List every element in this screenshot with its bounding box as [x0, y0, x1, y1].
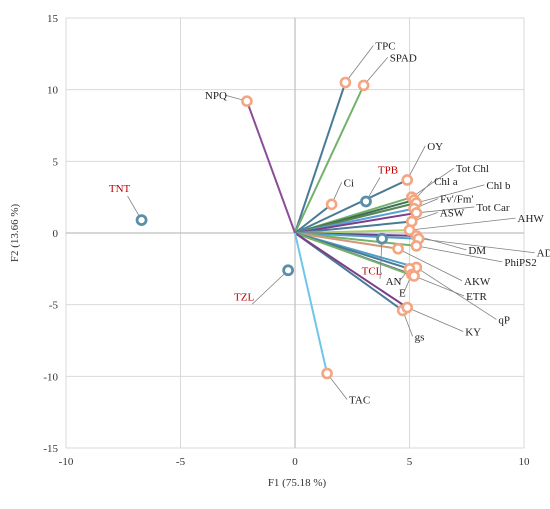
- loading-vector: [294, 84, 365, 234]
- variable-marker: [321, 367, 333, 380]
- variable-label: qP: [498, 314, 510, 326]
- observation-label: TZL: [234, 291, 254, 303]
- loading-vector: [294, 82, 347, 234]
- observation-marker: [360, 195, 372, 208]
- loading-vector: [294, 203, 333, 234]
- variable-marker: [241, 95, 253, 107]
- y-tick-labels: 15 10 5 0 -5 -10 -15: [43, 13, 58, 455]
- observation-marker: [282, 264, 295, 277]
- label-leader: [409, 217, 516, 231]
- label-leader: [379, 238, 383, 279]
- label-leader: [406, 145, 426, 181]
- variable-label: TAC: [349, 394, 370, 406]
- variable-label: NPQ: [205, 90, 227, 102]
- variable-label: PhiPS2: [504, 257, 536, 269]
- x-tick-label: 10: [519, 456, 531, 468]
- loading-vectors: [245, 82, 419, 374]
- label-leader: [416, 235, 467, 251]
- variable-label: gs: [415, 331, 425, 343]
- variable-label: AN: [386, 276, 402, 288]
- variable-marker: [410, 240, 423, 252]
- x-tick-label: 0: [292, 456, 298, 468]
- variable-label: AKW: [464, 276, 491, 288]
- observation-marker: [376, 232, 388, 245]
- loading-vector: [294, 232, 408, 309]
- variable-label: ASW: [440, 208, 465, 220]
- label-leader: [345, 45, 374, 83]
- markers: [135, 76, 425, 380]
- variable-label: Tot Car: [476, 202, 509, 214]
- observation-label: TNT: [109, 183, 131, 195]
- variable-label: TPC: [375, 41, 395, 53]
- variable-marker: [325, 198, 338, 211]
- label-leader: [251, 269, 289, 305]
- y-tick-label: -10: [43, 371, 58, 383]
- loading-vector: [294, 232, 419, 240]
- y-tick-label: 10: [47, 85, 59, 97]
- variable-label: Chl a: [434, 176, 458, 188]
- label-leader: [411, 167, 455, 198]
- loading-vector: [294, 179, 408, 234]
- label-leader: [397, 248, 463, 282]
- variable-label: Chl b: [486, 180, 511, 192]
- y-tick-label: -5: [49, 300, 59, 312]
- variable-label: Ci: [344, 177, 354, 189]
- variable-label: E: [399, 288, 406, 300]
- variable-marker: [401, 301, 414, 314]
- label-leader: [416, 245, 503, 263]
- y-tick-label: 15: [47, 13, 59, 25]
- label-leader: [416, 184, 485, 204]
- y-tick-label: 0: [53, 228, 59, 240]
- observation-label: TCL: [362, 266, 383, 278]
- label-leader: [413, 275, 465, 297]
- label-leader: [416, 206, 475, 214]
- variable-marker: [339, 76, 352, 89]
- observation-marker: [135, 214, 148, 227]
- y-tick-label: 5: [53, 156, 59, 168]
- variable-marker: [357, 79, 370, 92]
- variable-label: ETR: [466, 291, 487, 303]
- observation-label: TPB: [378, 164, 398, 176]
- variable-label: Fv'/Fm': [440, 194, 473, 206]
- variable-label: KY: [465, 327, 481, 339]
- variable-marker: [410, 207, 423, 219]
- loading-vector: [294, 211, 417, 234]
- loading-vector: [245, 100, 296, 234]
- y-tick-label: -15: [43, 443, 58, 455]
- label-leader: [418, 238, 535, 254]
- variable-label: ADW: [537, 248, 550, 260]
- label-leader: [416, 267, 497, 320]
- x-axis-title: F1 (75.18 %): [268, 477, 327, 489]
- variable-marker: [401, 174, 414, 186]
- loading-vector: [294, 232, 415, 277]
- x-tick-label: -5: [176, 456, 186, 468]
- loading-vector: [294, 220, 412, 234]
- variable-label: SPAD: [390, 52, 417, 64]
- variable-label: Tot Chl: [456, 163, 489, 175]
- loading-vector: [294, 232, 329, 374]
- variable-marker: [392, 242, 404, 255]
- loading-vector: [294, 232, 399, 250]
- variable-label: AHW: [518, 213, 545, 225]
- x-tick-label: 5: [407, 456, 413, 468]
- x-tick-label: -10: [59, 456, 74, 468]
- x-tick-labels: -10 -5 0 5 10: [59, 456, 530, 468]
- label-leader: [407, 307, 464, 332]
- y-axis-title: F2 (13.66 %): [9, 203, 21, 262]
- variable-label: OY: [427, 141, 443, 153]
- variable-label: DM: [468, 245, 486, 257]
- variable-marker: [408, 270, 420, 282]
- label-leader: [363, 57, 389, 86]
